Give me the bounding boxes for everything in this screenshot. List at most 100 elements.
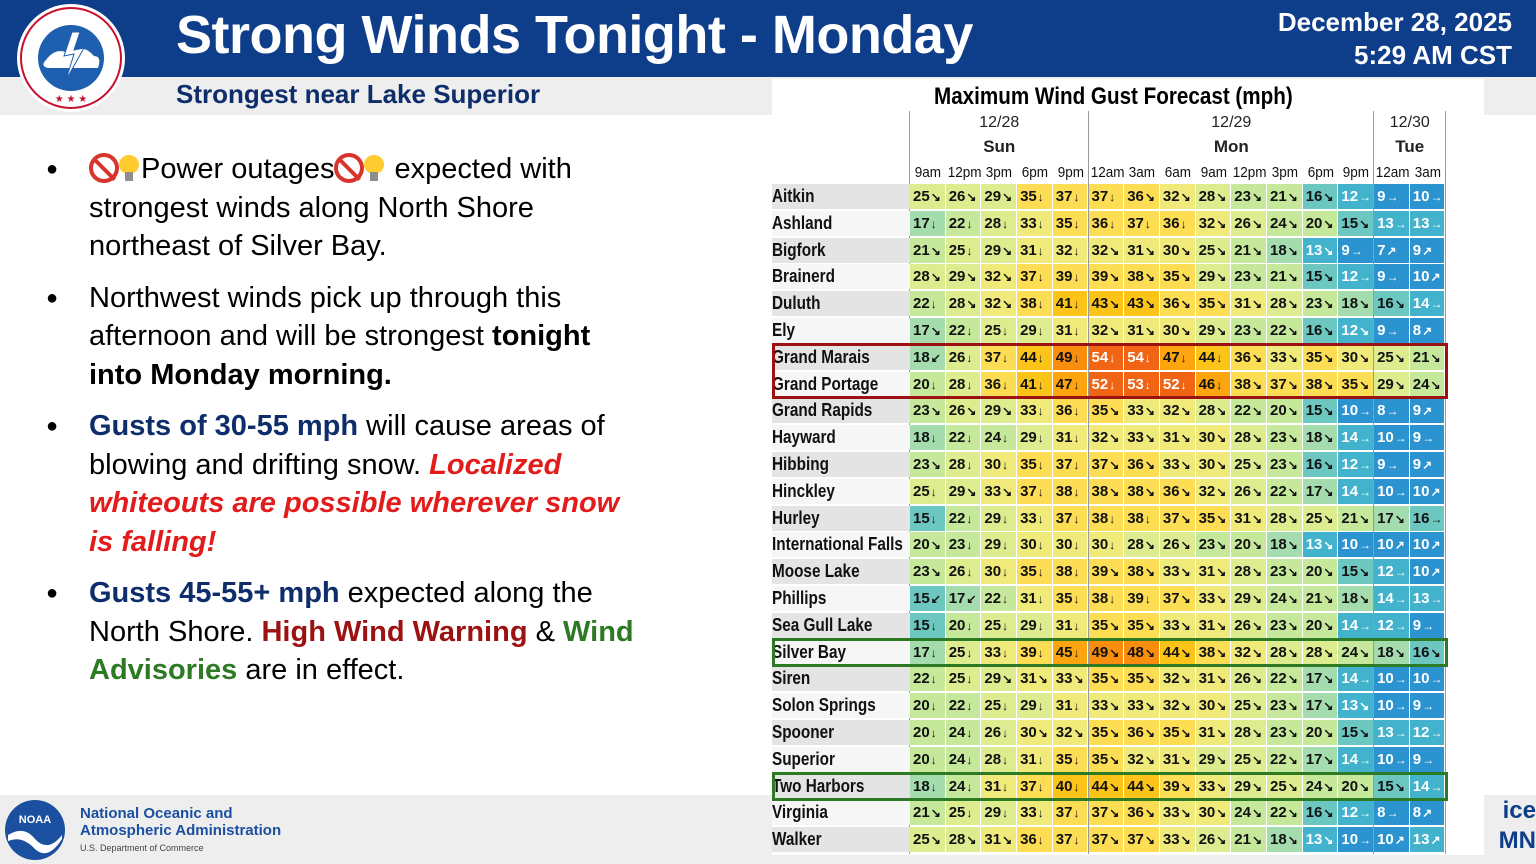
gust-cell: 37↓ (1052, 827, 1088, 853)
wind-direction-arrow-icon: ↓ (1073, 377, 1080, 392)
gust-value: 14 (1341, 482, 1359, 500)
gust-value: 52 (1162, 375, 1180, 393)
wind-direction-arrow-icon: ↓ (1109, 511, 1116, 526)
wind-direction-arrow-icon: ↘ (1359, 779, 1370, 794)
gust-value: 8 (1377, 402, 1386, 420)
gust-cell: 23↘ (910, 398, 945, 424)
location-name: Superior (772, 748, 835, 769)
gust-value: 30 (1020, 724, 1037, 741)
location-cell-bg (772, 827, 910, 853)
wind-direction-arrow-icon: ↘ (930, 324, 941, 338)
wind-gust-table: Maximum Wind Gust Forecast (mph) 12/28 Su… (772, 79, 1484, 855)
gust-value: 32 (984, 295, 1002, 313)
wind-direction-arrow-icon: ↓ (1002, 779, 1009, 794)
gust-cell: 44↓ (1195, 344, 1231, 370)
location-name: Hibbing (772, 454, 829, 474)
gust-value: 20 (913, 750, 930, 768)
gust-value: 31 (1162, 429, 1180, 447)
location-cell-bg (772, 532, 910, 558)
wind-direction-arrow-icon: ↓ (1109, 377, 1116, 392)
wind-direction-arrow-icon: → (1430, 190, 1443, 204)
gust-cell: 25↘ (1231, 693, 1266, 719)
wind-direction-arrow-icon: ↘ (1323, 431, 1334, 446)
nws-logo: ★ ★ ★ (17, 4, 125, 112)
gust-cell: 32↘ (981, 264, 1017, 290)
gust-cell: 22↘ (1267, 666, 1302, 692)
gust-cell: 33↘ (1159, 827, 1195, 853)
gust-value: 22 (913, 295, 930, 313)
gust-cell: 24↘ (1302, 773, 1338, 799)
gust-value: 37 (1091, 188, 1109, 205)
gust-value: 32 (1198, 482, 1216, 500)
wind-direction-arrow-icon: ↘ (1144, 806, 1155, 821)
gust-cell: 28↘ (1267, 639, 1302, 665)
gust-cell: 26↘ (1195, 827, 1231, 853)
gust-value: 35 (1091, 670, 1109, 688)
gust-value: 29 (984, 241, 1002, 259)
wind-direction-arrow-icon: ↘ (1287, 833, 1298, 848)
gust-cell: 18↘ (1267, 237, 1302, 263)
wind-direction-arrow-icon: ↘ (1216, 297, 1227, 312)
wind-direction-arrow-icon: ↘ (1109, 618, 1120, 633)
wind-direction-arrow-icon: ↘ (1323, 216, 1334, 231)
gust-cell: 28↘ (1267, 291, 1302, 317)
gust-value: 37 (1162, 509, 1180, 527)
gust-cell: 17↘ (1302, 693, 1338, 719)
gust-value: 47 (1055, 375, 1073, 393)
wind-direction-arrow-icon: ↓ (966, 699, 973, 714)
wind-direction-arrow-icon: ↓ (1037, 484, 1044, 499)
gust-value: 38 (1127, 482, 1144, 500)
gust-cell: 8↗ (1409, 800, 1445, 826)
wind-direction-arrow-icon: ↘ (1180, 806, 1191, 821)
wind-direction-arrow-icon: ↘ (1180, 592, 1191, 606)
gust-value: 24 (1305, 777, 1323, 795)
gust-value: 12 (1341, 322, 1359, 339)
gust-value: 23 (1270, 697, 1287, 715)
header-time: 9pm (1343, 164, 1370, 181)
wind-direction-arrow-icon: ↘ (1144, 431, 1155, 446)
wind-direction-arrow-icon: ↙ (966, 592, 977, 606)
header-time: 9am (1200, 164, 1227, 181)
gust-value: 35 (1055, 590, 1073, 607)
bullet-power-outages: Power outages expected with strongest wi… (44, 150, 634, 266)
wind-direction-arrow-icon: ↘ (1251, 672, 1263, 687)
gust-value: 22 (984, 590, 1002, 607)
wind-direction-arrow-icon: → (1430, 297, 1443, 312)
gust-cell: 18↘ (1338, 291, 1374, 317)
gust-cell: 12→ (1338, 264, 1374, 290)
gust-value: 24 (1234, 804, 1251, 822)
gust-cell: 10→ (1409, 184, 1445, 209)
wind-direction-arrow-icon: ↘ (1287, 726, 1298, 740)
gust-value: 20 (913, 375, 930, 393)
gust-value: 9 (1377, 322, 1386, 339)
gust-cell: 29↘ (945, 264, 981, 290)
wind-direction-arrow-icon: ↗ (1386, 243, 1397, 258)
gust-cell: 22↓ (945, 318, 981, 343)
wind-direction-arrow-icon: ↘ (1251, 538, 1263, 553)
gust-cell: 20↓ (910, 693, 945, 719)
gust-cell: 48↘ (1124, 639, 1159, 665)
gust-cell: 25↓ (945, 800, 981, 826)
gust-value: 31 (1020, 241, 1037, 259)
wind-direction-arrow-icon: ↘ (1287, 592, 1298, 606)
gust-cell: 28↘ (945, 827, 981, 853)
gust-cell: 24↘ (1338, 639, 1374, 665)
wind-direction-arrow-icon: ↓ (1073, 565, 1080, 580)
gust-cell: 47↓ (1052, 371, 1088, 397)
wind-direction-arrow-icon: ↘ (1287, 484, 1298, 499)
gust-value: 33 (984, 482, 1002, 500)
wind-direction-arrow-icon: ↘ (1109, 645, 1120, 660)
gust-cell: 14→ (1338, 666, 1374, 692)
gust-value: 12 (1341, 804, 1359, 822)
svg-text:NOAA: NOAA (19, 814, 51, 826)
gust-value: 25 (984, 322, 1002, 339)
gust-value: 9 (1377, 456, 1386, 473)
gust-cell: 29↘ (1374, 371, 1409, 397)
gust-value: 28 (948, 831, 966, 849)
wind-direction-arrow-icon: ↘ (1287, 538, 1298, 553)
gust-value: 21 (1270, 188, 1287, 205)
gust-cell: 28↘ (1267, 505, 1302, 531)
wind-direction-arrow-icon: ↘ (1359, 511, 1370, 526)
location-cell-bg (772, 586, 910, 611)
gust-value: 16 (1377, 295, 1394, 313)
